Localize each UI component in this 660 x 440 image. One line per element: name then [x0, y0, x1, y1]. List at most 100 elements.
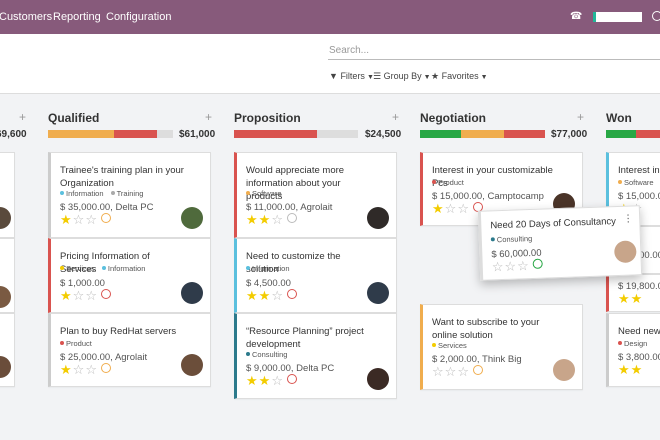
kanban-card[interactable]: Plan to buy RedHat servers Product $ 25,…: [48, 313, 211, 387]
star-icon[interactable]: ☆: [85, 288, 98, 303]
progress-segment[interactable]: [606, 130, 636, 138]
search-input[interactable]: [328, 42, 660, 60]
star-icon[interactable]: ☆: [72, 212, 86, 227]
progress-segment[interactable]: [156, 130, 173, 138]
star-icon[interactable]: ★: [618, 291, 631, 306]
priority-stars[interactable]: ★★☆: [246, 212, 297, 228]
kanban-card[interactable]: Want to subscribe to your online solutio…: [420, 304, 583, 390]
card-tags: Design: [618, 339, 652, 348]
phone-icon[interactable]: ☎: [570, 11, 583, 22]
star-icon[interactable]: ☆: [85, 212, 98, 227]
kanban-card[interactable]: “Resource Planning” project development …: [234, 313, 397, 399]
star-icon[interactable]: ☆: [444, 364, 458, 379]
star-icon[interactable]: ★: [258, 373, 272, 388]
star-icon[interactable]: ★: [432, 201, 445, 216]
card-tags: Product: [432, 178, 469, 187]
card-tags: Services Information: [60, 264, 150, 273]
priority-stars[interactable]: ★★: [618, 291, 643, 307]
column-progress-bar[interactable]: [606, 130, 660, 138]
progress-segment[interactable]: [234, 130, 318, 138]
kanban-card[interactable]: [0, 313, 15, 387]
progress-segment[interactable]: [48, 130, 115, 138]
star-icon[interactable]: ★: [630, 291, 644, 306]
activity-clock-icon[interactable]: [100, 363, 111, 373]
star-icon[interactable]: ☆: [271, 288, 284, 303]
progress-segment[interactable]: [317, 130, 358, 138]
priority-stars[interactable]: ★☆☆: [60, 362, 111, 378]
progress-segment[interactable]: [461, 130, 504, 138]
activity-clock-icon[interactable]: [100, 289, 111, 299]
progress-segment[interactable]: [635, 130, 660, 138]
kanban-card[interactable]: Need new d Design $ 3,800.00 ★★: [606, 313, 660, 387]
star-icon[interactable]: ★: [258, 212, 272, 227]
group-by-button[interactable]: ☰ Group By ▼: [373, 71, 431, 81]
tag: Information: [246, 264, 290, 273]
priority-stars[interactable]: ★★: [618, 362, 643, 378]
menu-configuration[interactable]: Configuration: [106, 11, 172, 23]
kanban-card[interactable]: Trainee's training plan in your Organiza…: [48, 152, 211, 238]
column-progress-bar[interactable]: [48, 130, 173, 138]
progress-segment[interactable]: [114, 130, 157, 138]
priority-stars[interactable]: ☆☆☆: [432, 364, 483, 380]
column-progress-bar[interactable]: [420, 130, 545, 138]
filters-button[interactable]: ▼ Filters ▼: [329, 71, 374, 81]
column-progress-bar[interactable]: [234, 130, 358, 138]
kebab-menu-icon[interactable]: ⋮: [623, 213, 634, 225]
menu-customers[interactable]: Customers: [0, 11, 53, 23]
star-icon[interactable]: ★: [258, 288, 272, 303]
tag: Software: [618, 178, 654, 187]
kanban-card[interactable]: Pricing Information of Services Services…: [48, 238, 211, 313]
star-icon[interactable]: ★: [618, 362, 631, 377]
add-column-icon[interactable]: +: [19, 110, 27, 124]
add-card-icon[interactable]: +: [205, 110, 213, 124]
add-card-icon[interactable]: +: [392, 110, 400, 124]
card-tags: Software: [246, 189, 287, 198]
card-amount: $ 2,000.00, Think Big: [432, 354, 522, 365]
menu-reporting[interactable]: Reporting: [53, 11, 101, 23]
star-icon[interactable]: ☆: [444, 201, 458, 216]
star-icon[interactable]: ☆: [457, 201, 470, 216]
priority-stars[interactable]: ★☆☆: [432, 201, 483, 217]
status-toggle[interactable]: [593, 12, 642, 22]
progress-segment[interactable]: [420, 130, 462, 138]
add-card-icon[interactable]: +: [577, 110, 585, 124]
activity-clock-icon[interactable]: [100, 213, 111, 223]
control-panel: ▼ Filters▼ ☰ Group By▼ ★ Favorites▼: [0, 34, 660, 94]
favorites-button[interactable]: ★ Favorites ▼: [431, 71, 488, 81]
star-icon[interactable]: ★: [60, 212, 73, 227]
kanban-card[interactable]: Need to customize the solution Informati…: [234, 238, 397, 313]
star-icon[interactable]: ☆: [72, 288, 86, 303]
kanban-card[interactable]: [0, 152, 15, 238]
star-icon[interactable]: ☆: [271, 212, 284, 227]
star-icon[interactable]: ☆: [491, 258, 505, 275]
kanban-card[interactable]: [0, 238, 15, 313]
activity-clock-icon[interactable]: [532, 258, 543, 269]
activity-clock-icon[interactable]: [286, 374, 297, 384]
priority-stars[interactable]: ★☆☆: [60, 288, 111, 304]
progress-segment[interactable]: [503, 130, 545, 138]
star-icon[interactable]: ★: [60, 362, 73, 377]
activity-clock-icon[interactable]: [286, 289, 297, 299]
star-icon[interactable]: ☆: [504, 258, 518, 274]
power-icon[interactable]: [652, 11, 660, 21]
star-icon[interactable]: ☆: [72, 362, 86, 377]
star-icon[interactable]: ☆: [516, 258, 530, 274]
priority-stars[interactable]: ★★☆: [246, 288, 297, 304]
activity-clock-icon[interactable]: [472, 365, 483, 375]
dragged-kanban-card[interactable]: ⋮ Need 20 Days of Consultancy Consulting…: [477, 205, 643, 281]
kanban-card[interactable]: $ 19,800.00 ★★: [606, 274, 660, 312]
star-icon[interactable]: ★: [630, 362, 644, 377]
star-icon[interactable]: ☆: [271, 373, 284, 388]
activity-clock-icon[interactable]: [286, 213, 297, 223]
priority-stars[interactable]: ★☆☆: [60, 212, 111, 228]
star-icon[interactable]: ★: [246, 288, 259, 303]
star-icon[interactable]: ★: [246, 212, 259, 227]
star-icon[interactable]: ☆: [457, 364, 470, 379]
priority-stars[interactable]: ☆☆☆: [492, 258, 543, 276]
star-icon[interactable]: ★: [60, 288, 73, 303]
priority-stars[interactable]: ★★☆: [246, 373, 297, 389]
kanban-card[interactable]: Would appreciate more information about …: [234, 152, 397, 238]
star-icon[interactable]: ☆: [85, 362, 98, 377]
star-icon[interactable]: ★: [246, 373, 259, 388]
star-icon[interactable]: ☆: [432, 364, 445, 379]
